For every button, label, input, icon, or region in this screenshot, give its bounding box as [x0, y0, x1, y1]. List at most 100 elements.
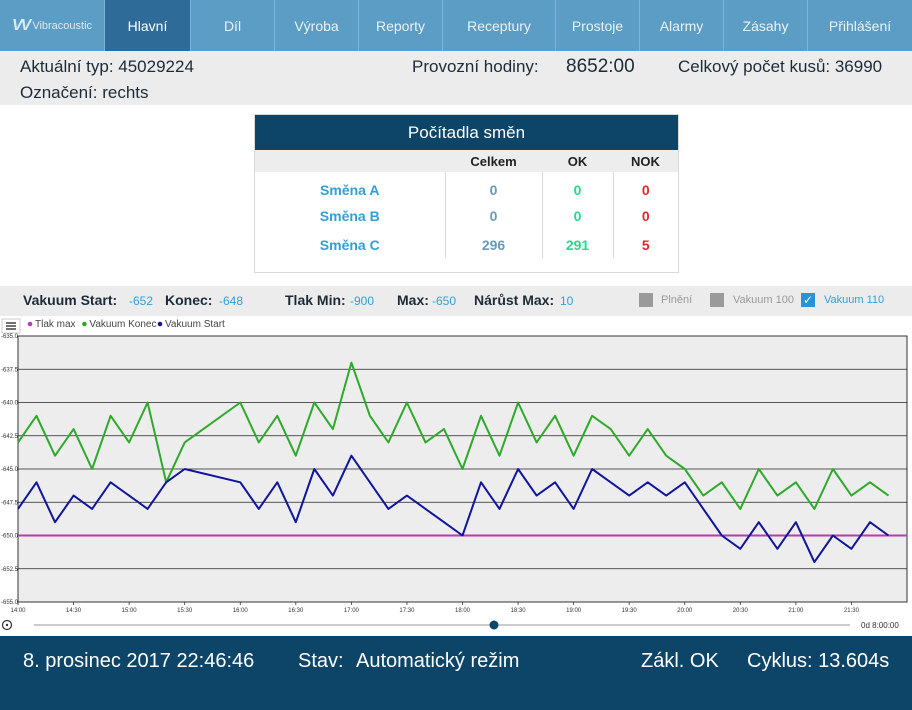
legend-item[interactable]: Tlak max [35, 319, 76, 330]
checkbox-vakuum-110-label[interactable]: Vakuum 110 [824, 294, 885, 306]
col-nok-header: NOK [613, 150, 678, 172]
x-axis: 14:00 14:30 15:00 15:30 16:00 16:30 17:00 17:30… [10, 602, 860, 614]
shift-total: 0 [444, 201, 542, 230]
y-tick-label: -645.0 [1, 467, 19, 473]
state-value: Automatický režim [356, 650, 520, 672]
status-footer: 8. prosinec 2017 22:46:46 Stav: Automati… [0, 636, 912, 710]
nav-item-prihlaseni[interactable]: Přihlášení [828, 17, 892, 34]
reset-zoom-icon[interactable] [1, 619, 13, 631]
nav-item-alarmy[interactable]: Alarmy [640, 0, 724, 51]
x-tick-label: 14:00 [10, 608, 26, 614]
x-tick-label: 15:00 [122, 608, 138, 614]
max-value: -650 [432, 294, 457, 308]
table-row: Směna B 0 0 0 [255, 201, 678, 230]
x-tick-label: 15:30 [177, 608, 193, 614]
info-bar: Aktuální typ: 45029224 Označení: rechts … [0, 51, 912, 105]
checkbox-vakuum-100-label[interactable]: Vakuum 100 [733, 294, 794, 306]
operating-hours-label: Provozní hodiny: [412, 57, 539, 76]
vacuum-start-label: Vakuum Start: [23, 292, 118, 308]
x-tick-label: 16:30 [288, 608, 304, 614]
nav-item-vyroba[interactable]: Výroba [275, 0, 359, 51]
y-tick-label: -642.5 [1, 434, 19, 440]
shift-ok: 0 [541, 172, 613, 201]
rise-max-label: Nárůst Max: [474, 292, 555, 308]
nav-item-prostoje[interactable]: Prostoje [556, 0, 640, 51]
series-vakuum-start [17, 454, 890, 564]
legend-marker [27, 321, 33, 327]
shift-counters-table: Celkem OK NOK Směna A 0 0 0 Směna B 0 0 … [255, 150, 678, 259]
col-total-header: Celkem [445, 150, 542, 172]
x-tick-label: 19:30 [622, 608, 638, 614]
vacuum-stats-bar: Vakuum Start: -652 Konec: -648 Tlak Min:… [0, 286, 912, 316]
x-tick-label: 21:30 [844, 608, 860, 614]
table-row: Směna A 0 0 0 [255, 172, 678, 201]
x-tick-label: 18:00 [455, 608, 471, 614]
shift-ok: 0 [541, 201, 613, 230]
y-tick-label: -652.5 [1, 567, 19, 573]
shift-nok: 0 [612, 201, 678, 230]
x-tick-label: 20:30 [733, 608, 749, 614]
end-label: Konec: [165, 292, 213, 308]
y-tick-label: -650.0 [1, 534, 19, 540]
x-tick-label: 17:30 [399, 608, 415, 614]
col-ok-header: OK [542, 150, 613, 172]
y-tick-label: -655.0 [1, 600, 19, 606]
x-tick-label: 18:30 [511, 608, 527, 614]
y-tick-label: -647.5 [1, 500, 19, 506]
checkbox-vakuum-110[interactable]: ✓ [801, 293, 815, 307]
shift-total: 0 [444, 172, 542, 201]
y-tick-label: -640.0 [1, 401, 19, 407]
vacuum-start-value: -652 [129, 294, 154, 308]
x-tick-label: 19:00 [566, 608, 582, 614]
checkbox-vakuum-100[interactable] [710, 293, 724, 307]
legend-item[interactable]: Vakuum Start [165, 319, 225, 330]
current-type: Aktuální typ: 45029224 [20, 57, 194, 76]
end-value: -648 [219, 294, 244, 308]
state-label: Stav: [298, 650, 344, 672]
checkbox-plneni[interactable] [639, 293, 653, 307]
chart-legend: Tlak max Vakuum Konec Vakuum Start [27, 319, 225, 330]
x-tick-label: 16:00 [233, 608, 249, 614]
vibracoustic-logo[interactable]: VV Vibracoustic [0, 0, 105, 51]
pressure-min-label: Tlak Min: [285, 292, 346, 308]
shift-name: Směna B [319, 207, 380, 224]
y-tick-label: -635.0 [1, 334, 19, 340]
nav-item-hlavni[interactable]: Hlavní [105, 0, 191, 51]
logo-mark-icon: VV [11, 16, 31, 34]
max-label: Max: [397, 292, 429, 308]
designation: Označení: rechts [20, 83, 149, 102]
series-vakuum-konec [17, 361, 890, 510]
x-tick-label: 17:00 [344, 608, 360, 614]
nav-item-zasahy[interactable]: Zásahy [724, 0, 808, 51]
shift-ok: 291 [541, 230, 613, 259]
shift-name: Směna C [319, 236, 380, 253]
menu-icon[interactable] [1, 318, 21, 334]
vacuum-chart-svg: Tlak max Vakuum Konec Vakuum Start -635.0 -… [1, 318, 908, 631]
nav-item-receptury[interactable]: Receptury [443, 0, 556, 51]
shift-nok: 5 [612, 230, 678, 259]
nav-item-reporty[interactable]: Reporty [359, 0, 443, 51]
cycle-time: Cyklus: 13.604s [747, 650, 890, 672]
legend-item[interactable]: Vakuum Konec [89, 319, 156, 330]
rise-max-value: 10 [560, 294, 574, 308]
total-pieces: Celkový počet kusů: 36990 [678, 57, 883, 76]
shift-counters-title: Počítadla směn [255, 115, 678, 150]
x-tick-label: 20:00 [677, 608, 693, 614]
basic-status: Zákl. OK [641, 650, 719, 672]
datetime: 8. prosinec 2017 22:46:46 [23, 650, 255, 672]
time-slider-handle[interactable] [489, 620, 499, 630]
table-row: Směna C 296 291 5 [255, 230, 678, 259]
y-axis: -635.0 -637.5 -640.0 -642.5 -645.0 -647.5 -650… [1, 334, 19, 606]
pressure-min-value: -900 [350, 294, 375, 308]
x-tick-label: 14:30 [66, 608, 82, 614]
x-tick-label: 21:00 [788, 608, 804, 614]
time-range-label: 0d 8:00:00 [861, 621, 899, 630]
shift-nok: 0 [612, 172, 678, 201]
top-nav: VV Vibracoustic Hlavní Díl Výroba Report… [0, 0, 912, 51]
shift-counters-panel: Počítadla směn Celkem OK NOK Směna A 0 0… [254, 114, 679, 273]
shift-name: Směna A [320, 181, 380, 198]
legend-marker [157, 321, 163, 327]
checkbox-plneni-label[interactable]: Plnění [661, 294, 693, 306]
nav-item-dil[interactable]: Díl [191, 0, 275, 51]
logo-text: Vibracoustic [32, 19, 93, 32]
